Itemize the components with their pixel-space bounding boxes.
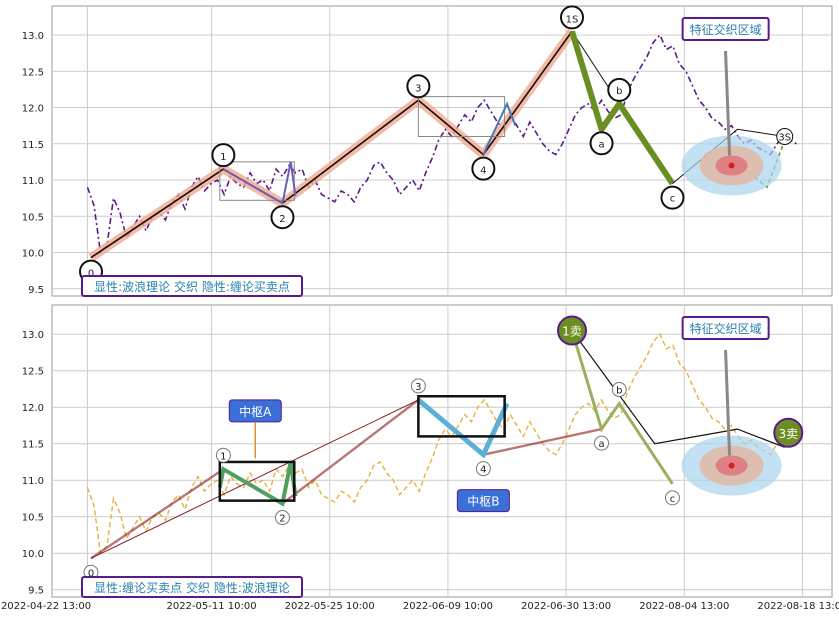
region-arrow	[724, 349, 732, 456]
top-wave-marker	[211, 143, 236, 168]
bottom-wave-marker	[664, 490, 680, 506]
top-wave-marker	[406, 74, 431, 99]
pivot-segment	[482, 101, 517, 156]
top-wave-label: 0	[88, 269, 94, 280]
correction-label: b	[616, 86, 622, 97]
bottom-region-tag	[681, 316, 770, 340]
sell1-label: 1卖	[562, 325, 582, 339]
top-region-tag	[681, 17, 770, 41]
bottom-wave-marker	[274, 510, 290, 526]
top-y-tick-label: 10.5	[22, 212, 44, 223]
top-wave-marker	[560, 5, 584, 30]
top-wave-label: 1	[220, 152, 226, 163]
top-wave-label: 4	[480, 166, 486, 177]
top-wave-label: 1S	[566, 14, 579, 25]
x-tick-label: 2022-08-04 13:00	[639, 601, 729, 612]
center-b-segments	[416, 397, 510, 459]
bottom-wave-label: c	[670, 494, 676, 505]
bottom-y-tick-label: 12.0	[22, 403, 44, 414]
correction-marker	[589, 131, 614, 156]
correction-marker	[607, 77, 632, 102]
bottom-wave-label: 2	[279, 514, 285, 525]
correction-label: 3S	[778, 133, 791, 144]
top-y-tick-label: 11.0	[22, 176, 44, 187]
bottom-y-tick-label: 11.5	[22, 440, 44, 451]
sell3-badge	[773, 417, 804, 448]
bottom-wave-label: 4	[480, 465, 486, 476]
bottom-price-series	[86, 332, 797, 555]
wave-line	[90, 398, 602, 560]
bottom-y-tick-label: 10.0	[22, 549, 44, 560]
bottom-y-tick-label: 11.0	[22, 476, 44, 487]
bottom-wave-marker	[475, 461, 491, 477]
correction-label: a	[598, 139, 604, 150]
bottom-y-tick-label: 12.5	[22, 367, 44, 378]
correction-marker	[776, 128, 794, 145]
bottom-wave-marker	[594, 435, 610, 451]
bottom-region-label: 特征交织区域	[690, 321, 762, 336]
x-tick-label: 2022-05-25 10:00	[285, 601, 375, 612]
bottom-wave-label: 3	[415, 382, 421, 393]
x-tick-label: 2022-05-11 10:00	[166, 601, 256, 612]
top-wave-marker	[270, 205, 295, 230]
top-y-tick-label: 11.5	[22, 140, 44, 151]
x-tick-label: 2022-06-30 13:00	[521, 601, 611, 612]
x-tick-label: 2022-06-09 10:00	[403, 601, 493, 612]
sell3-label: 3卖	[778, 427, 798, 441]
top-wave-marker	[471, 156, 496, 181]
correction-wave-abc	[570, 330, 674, 485]
top-legend-tag	[81, 275, 303, 297]
center-a-label: 中枢A	[239, 404, 272, 419]
top-price-series	[86, 33, 797, 255]
trend-line	[90, 399, 419, 559]
top-y-tick-label: 12.0	[22, 104, 44, 115]
pivot-box	[417, 96, 506, 137]
trend-line	[90, 168, 224, 258]
top-wave-label: 2	[279, 214, 285, 225]
top-y-tick-label: 10.0	[22, 249, 44, 260]
bottom-wave-label: 0	[88, 568, 94, 579]
top-y-tick-label: 9.5	[28, 285, 44, 296]
bottom-wave-marker	[611, 382, 627, 398]
x-tick-label: 2022-04-22 13:00	[1, 601, 91, 612]
center-a-segments	[217, 461, 298, 507]
bottom-legend-tag	[81, 576, 303, 598]
x-tick-label: 2022-08-18 13:00	[757, 601, 839, 612]
bottom-y-tick-label: 13.0	[22, 330, 44, 341]
center-b-label: 中枢B	[467, 494, 499, 509]
trend-line	[282, 99, 419, 204]
bottom-wave-marker	[410, 378, 426, 394]
pivot-segment	[222, 161, 297, 205]
correction-wave-abc	[569, 30, 675, 186]
region-arrow	[724, 50, 732, 156]
center-b-box	[417, 395, 506, 438]
bottom-y-tick-label: 9.5	[28, 586, 44, 597]
bottom-wave-label: a	[598, 439, 604, 450]
bottom-y-tick-label: 10.5	[22, 513, 44, 524]
region-center-point	[728, 462, 735, 469]
bottom-wave-label: 1	[220, 451, 226, 462]
center-a-box	[218, 460, 296, 502]
top-wave-label: 3	[415, 83, 421, 94]
correction-marker	[660, 185, 685, 210]
bottom-legend-text: 显性:缠论买卖点 交织 隐性:波浪理论	[94, 580, 290, 595]
sell1-badge	[557, 315, 587, 346]
correction-label: c	[670, 194, 676, 205]
center-b-tag	[456, 489, 510, 513]
top-y-tick-label: 12.5	[22, 67, 44, 78]
top-legend-text: 显性:波浪理论 交织 隐性:缠论买卖点	[94, 279, 290, 294]
bottom-wave-label: b	[616, 386, 622, 397]
region-center-point	[728, 162, 735, 169]
top-region-label: 特征交织区域	[690, 22, 762, 37]
bottom-wave-marker	[215, 447, 231, 463]
top-y-tick-label: 13.0	[22, 31, 44, 42]
